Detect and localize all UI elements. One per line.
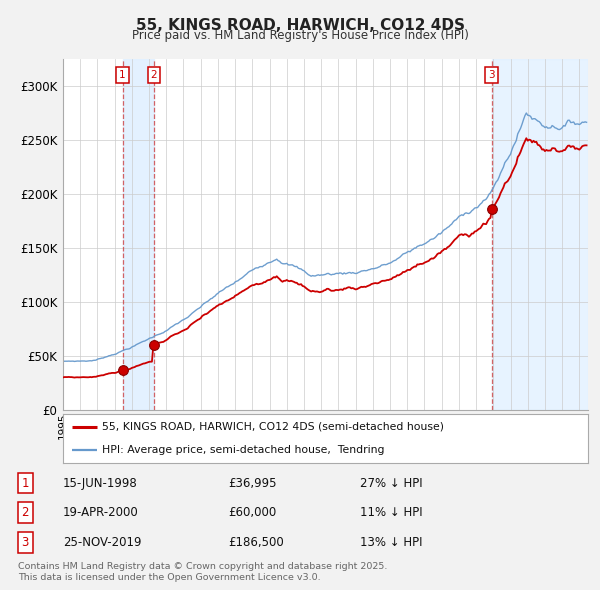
Text: £60,000: £60,000 xyxy=(228,506,276,519)
Text: 19-APR-2000: 19-APR-2000 xyxy=(63,506,139,519)
Text: 2: 2 xyxy=(22,506,29,519)
Text: Contains HM Land Registry data © Crown copyright and database right 2025.
This d: Contains HM Land Registry data © Crown c… xyxy=(18,562,388,582)
Text: 55, KINGS ROAD, HARWICH, CO12 4DS (semi-detached house): 55, KINGS ROAD, HARWICH, CO12 4DS (semi-… xyxy=(103,422,445,432)
Bar xyxy=(122,59,154,410)
Text: 1: 1 xyxy=(22,477,29,490)
Bar xyxy=(491,59,588,410)
Text: 15-JUN-1998: 15-JUN-1998 xyxy=(63,477,138,490)
Text: £186,500: £186,500 xyxy=(228,536,284,549)
Text: 11% ↓ HPI: 11% ↓ HPI xyxy=(360,506,422,519)
Text: 1: 1 xyxy=(119,70,126,80)
Text: 13% ↓ HPI: 13% ↓ HPI xyxy=(360,536,422,549)
Text: Price paid vs. HM Land Registry's House Price Index (HPI): Price paid vs. HM Land Registry's House … xyxy=(131,30,469,42)
Text: 2: 2 xyxy=(151,70,157,80)
Text: 27% ↓ HPI: 27% ↓ HPI xyxy=(360,477,422,490)
Text: £36,995: £36,995 xyxy=(228,477,277,490)
Text: HPI: Average price, semi-detached house,  Tendring: HPI: Average price, semi-detached house,… xyxy=(103,445,385,455)
Text: 55, KINGS ROAD, HARWICH, CO12 4DS: 55, KINGS ROAD, HARWICH, CO12 4DS xyxy=(136,18,464,32)
Text: 3: 3 xyxy=(22,536,29,549)
Text: 25-NOV-2019: 25-NOV-2019 xyxy=(63,536,142,549)
Text: 3: 3 xyxy=(488,70,495,80)
